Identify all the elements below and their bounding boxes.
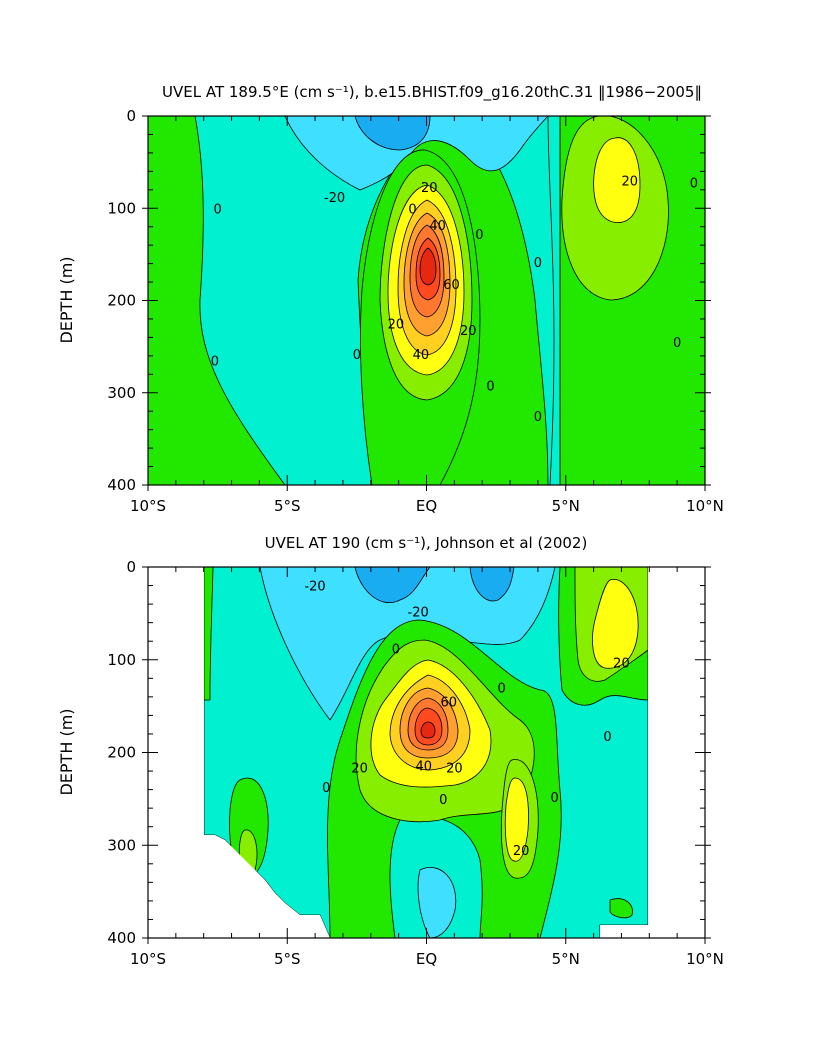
top-contour-label: 0 (211, 354, 219, 369)
top-y-tick-label: 200 (107, 292, 136, 310)
top-contour-label: 20 (622, 175, 639, 190)
bottom-surface-minus30-b (469, 567, 515, 602)
bottom-x-tick-label: 5°S (274, 950, 301, 968)
top-contour-label: 0 (486, 379, 494, 394)
bottom-x-tick-label: EQ (416, 950, 437, 968)
bottom-contour-label: 0 (439, 793, 447, 808)
bottom-y-tick-label: 200 (107, 744, 136, 762)
top-contour-label: 0 (690, 176, 698, 191)
bottom-deep-minus20 (417, 867, 457, 938)
top-euc-70 (419, 247, 437, 286)
top-contour-label: -20 (324, 191, 345, 206)
bottom-contour-label: 20 (351, 761, 368, 776)
bottom-contour-label: 20 (446, 761, 463, 776)
top-x-tick-label: 10°S (130, 497, 166, 515)
top-contour-label: 40 (429, 219, 446, 234)
top-contour-label: 20 (460, 324, 477, 339)
bottom-west-positive-edge (203, 567, 214, 701)
bottom-contour-labels: -20 -20 0 0 60 20 40 20 0 0 0 20 20 0 (304, 580, 630, 859)
bottom-missing-sw (148, 567, 330, 938)
bottom-chart-title: UVEL AT 190 (cm s⁻¹), Johnson et al (200… (265, 534, 588, 552)
bottom-missing-se (600, 567, 705, 938)
top-x-ticks: 10°S 5°S EQ 5°N 10°N (130, 116, 724, 515)
bottom-contour-label: 0 (498, 682, 506, 697)
bottom-euc-70 (420, 721, 436, 739)
bottom-contour-label: -20 (408, 606, 429, 621)
top-contour-field (148, 116, 705, 485)
bottom-contour-label: 20 (513, 844, 530, 859)
top-contour-label: 0 (475, 228, 483, 243)
top-surface-minus20 (284, 116, 549, 191)
bottom-contour-label: 40 (415, 759, 432, 774)
top-contour-label: 0 (353, 348, 361, 363)
bottom-east-deep-positive (609, 898, 633, 919)
top-y-tick-label: 100 (107, 199, 136, 217)
bottom-x-tick-label: 10°N (686, 950, 724, 968)
top-contour-label: 0 (534, 256, 542, 271)
bottom-contour-label: -20 (304, 580, 325, 595)
top-y-axis-label: DEPTH (m) (57, 256, 76, 343)
bottom-contour-label: 60 (441, 695, 458, 710)
top-x-tick-label: 10°N (686, 497, 724, 515)
bottom-contour-label: 0 (392, 643, 400, 658)
bottom-panel: UVEL AT 190 (cm s⁻¹), Johnson et al (200… (57, 534, 724, 968)
top-surface-minus30 (354, 116, 431, 151)
bottom-y-tick-label: 300 (107, 836, 136, 854)
top-contour-label: 40 (413, 348, 430, 363)
top-x-tick-label: 5°S (274, 497, 301, 515)
top-contour-label: 0 (213, 202, 221, 217)
top-contour-labels: 0 -20 20 0 40 0 0 20 0 60 20 40 20 0 0 0 0 0 (211, 175, 698, 425)
bottom-y-tick-label: 0 (126, 558, 136, 576)
bottom-x-ticks: 10°S 5°S EQ 5°N 10°N (130, 567, 724, 968)
top-westward-band (194, 116, 561, 485)
top-contour-label: 0 (534, 410, 542, 425)
bottom-contour-label: 0 (603, 730, 611, 745)
bottom-subsurface-20 (504, 777, 529, 862)
top-eastern-westward-band (547, 116, 561, 485)
top-x-tick-label: 5°N (552, 497, 580, 515)
bottom-contour-label: 0 (550, 791, 558, 806)
bottom-necc-20 (592, 579, 639, 669)
top-contour-label: 20 (388, 318, 405, 333)
top-y-tick-label: 300 (107, 384, 136, 402)
bottom-contour-field (148, 567, 705, 938)
top-panel: UVEL AT 189.5°E (cm s⁻¹), b.e15.BHIST.f0… (57, 83, 724, 515)
bottom-contour-label: 20 (613, 657, 630, 672)
top-chart-title: UVEL AT 189.5°E (cm s⁻¹), b.e15.BHIST.f0… (162, 83, 702, 102)
top-necc-20 (593, 137, 641, 223)
top-y-tick-label: 0 (126, 107, 136, 125)
bottom-y-axis-label: DEPTH (m) (57, 708, 76, 795)
bottom-x-tick-label: 10°S (130, 950, 166, 968)
bottom-surface-minus30 (354, 567, 431, 603)
top-y-tick-label: 400 (107, 476, 136, 494)
top-contour-label: 0 (408, 202, 416, 217)
bottom-y-tick-label: 100 (107, 651, 136, 669)
top-x-tick-label: EQ (416, 497, 437, 515)
top-contour-label: 60 (443, 278, 460, 293)
bottom-y-tick-label: 400 (107, 929, 136, 947)
bottom-contour-label: 0 (322, 781, 330, 796)
bottom-x-tick-label: 5°N (552, 950, 580, 968)
top-contour-label: 20 (421, 181, 438, 196)
top-contour-label: 0 (673, 336, 681, 351)
